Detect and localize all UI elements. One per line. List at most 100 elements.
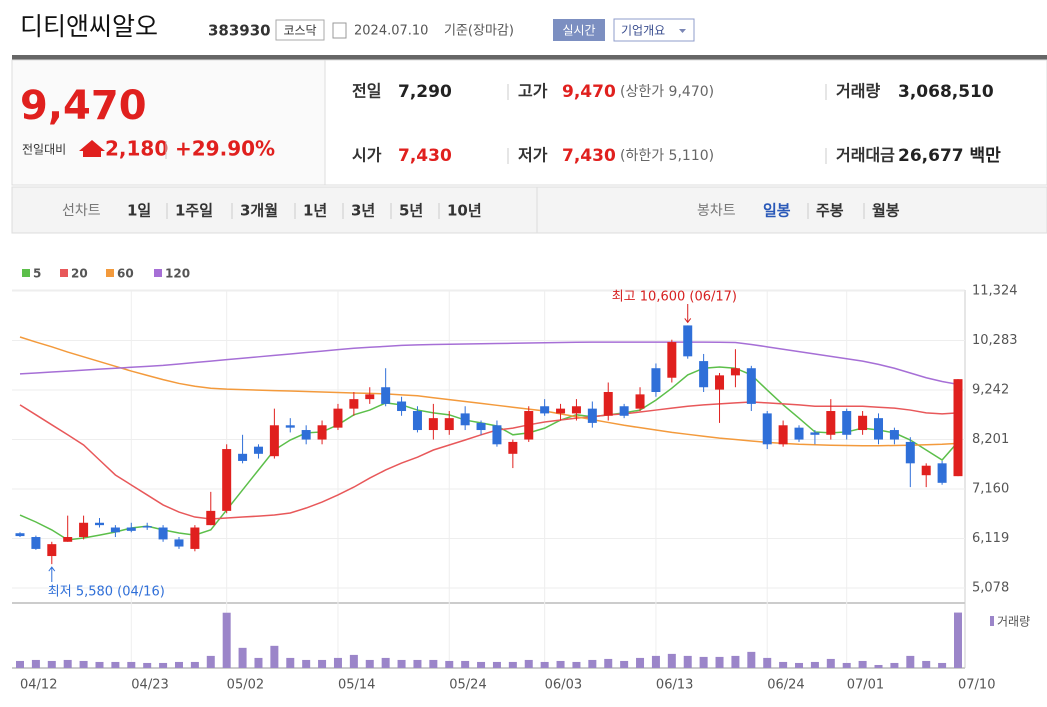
stat-value: 7,430: [562, 146, 616, 166]
candle-body: [921, 465, 931, 476]
volume-bar: [47, 660, 56, 668]
y-tick-label: 5,078: [972, 581, 1009, 596]
stat-label: 거래대금: [836, 146, 895, 165]
volume-bar: [588, 659, 597, 668]
x-tick-label: 06/13: [656, 678, 693, 693]
volume-bar: [524, 659, 533, 668]
candle-body: [715, 375, 725, 390]
candle-body: [842, 411, 852, 435]
volume-bar: [445, 660, 454, 668]
volume-bar: [938, 662, 947, 668]
candle-body: [889, 430, 899, 440]
candle-body: [476, 422, 486, 431]
stat-label: 저가: [518, 146, 548, 165]
volume-bar: [922, 660, 931, 668]
volume-legend-swatch: [990, 616, 994, 626]
volume-bar: [667, 653, 676, 668]
candle-body: [826, 411, 836, 435]
legend-label: 60: [117, 267, 134, 281]
tab[interactable]: 주봉: [816, 202, 844, 220]
change-rate: +29.90%: [175, 137, 275, 161]
volume-bar: [763, 657, 772, 668]
candle-body: [190, 527, 200, 549]
volume-bar: [365, 659, 374, 668]
candle-body: [79, 522, 89, 538]
tab[interactable]: 1년: [303, 202, 327, 220]
candle-body: [47, 544, 57, 557]
candle-body: [158, 527, 168, 540]
volume-bar: [174, 661, 183, 668]
volume-bar: [747, 651, 756, 668]
candle-body: [142, 526, 152, 528]
candle-body: [953, 379, 963, 477]
legend-label: 5: [33, 267, 41, 281]
candle-body: [619, 406, 629, 416]
candle-body: [683, 325, 693, 357]
stat-label: 전일: [352, 82, 381, 101]
realtime-button[interactable]: [553, 19, 605, 41]
volume-bar: [31, 659, 40, 668]
legend-swatch: [154, 269, 162, 277]
y-tick-label: 7,160: [972, 482, 1009, 497]
date: 2024.07.10: [354, 24, 428, 39]
candle-body: [905, 441, 915, 464]
change-label: 전일대비: [22, 143, 66, 157]
dropdown-arrow: [679, 29, 686, 33]
tab[interactable]: 1주일: [175, 202, 213, 220]
tab[interactable]: 월봉: [872, 202, 900, 220]
volume-bar: [318, 659, 327, 668]
volume-bar: [477, 661, 486, 668]
tab-bar: [11, 186, 1047, 234]
candle-body: [63, 537, 73, 542]
tab[interactable]: 일봉: [763, 202, 791, 220]
tab[interactable]: 5년: [399, 202, 423, 220]
stat-value: 7,430: [398, 146, 452, 166]
y-tick-label: 9,242: [972, 383, 1009, 398]
stats-box: [324, 59, 1047, 186]
company-button[interactable]: [613, 18, 695, 42]
company[interactable]: 기업개요: [621, 24, 665, 38]
candle-body: [412, 411, 422, 431]
volume-bar: [651, 655, 660, 668]
volume-bar: [16, 660, 24, 668]
candle-body: [460, 413, 470, 426]
volume-bar: [413, 659, 422, 668]
stat-label: 시가: [352, 146, 382, 165]
volume-bar: [397, 659, 406, 668]
volume-bar: [302, 659, 311, 668]
stat-note: (하한가 5,110): [620, 148, 714, 164]
moving-average: [19, 401, 959, 520]
candle-body: [730, 368, 740, 376]
legend-swatch: [22, 269, 30, 277]
volume-bar: [95, 661, 104, 668]
tab[interactable]: 3개월: [240, 202, 278, 220]
stock-code: 383930: [208, 22, 271, 40]
candle-body: [651, 368, 661, 392]
tab[interactable]: 3년: [351, 202, 375, 220]
realtime[interactable]: 실시간: [562, 24, 595, 38]
tab[interactable]: 1일: [127, 202, 151, 220]
candle-body: [206, 510, 216, 526]
y-tick-label: 6,119: [972, 531, 1009, 546]
volume-bar: [890, 662, 899, 668]
candle-body: [94, 522, 104, 526]
candle-body: [508, 441, 518, 454]
volume-bar: [270, 645, 279, 668]
x-tick-label: 06/03: [545, 678, 582, 693]
volume-bar: [795, 662, 804, 668]
x-tick-label: 05/24: [449, 678, 486, 693]
candle-body: [269, 425, 279, 457]
volume-bar: [842, 662, 851, 668]
volume-bar: [206, 655, 215, 668]
tab[interactable]: 10년: [447, 202, 482, 220]
candle-body: [110, 527, 120, 533]
volume-bar: [222, 612, 231, 668]
candle-body: [15, 533, 25, 537]
volume-bar: [143, 662, 152, 668]
x-tick-label: 06/24: [767, 678, 804, 693]
tab-label: 선차트: [62, 203, 101, 219]
price-box: [11, 59, 326, 186]
x-tick-label: 04/12: [20, 678, 57, 693]
candle-body: [667, 342, 677, 378]
